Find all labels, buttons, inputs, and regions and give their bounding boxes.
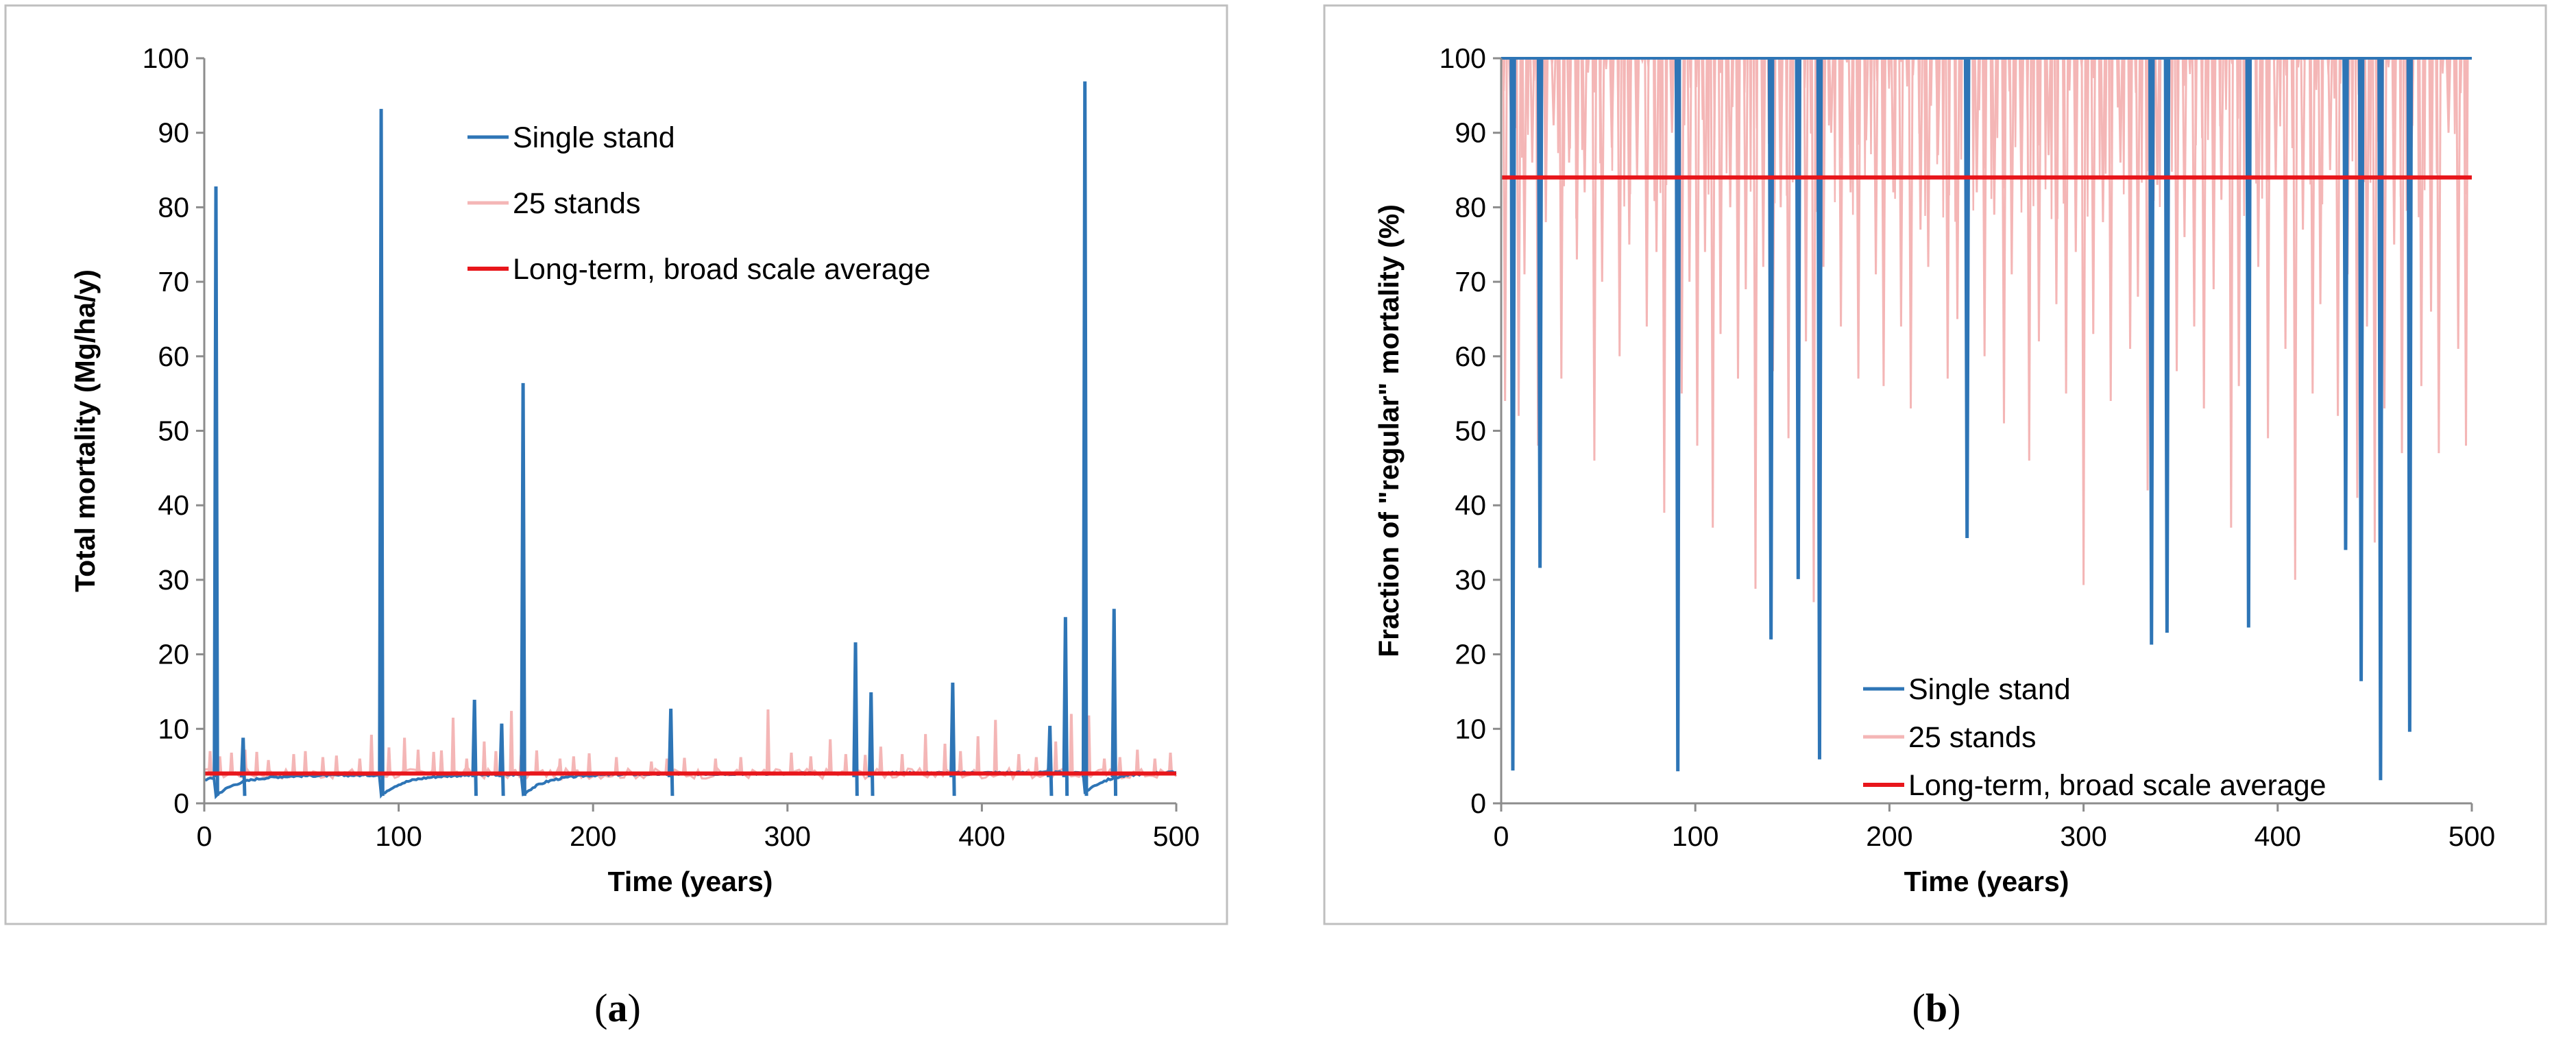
single-stand-dip-4: [1795, 58, 1802, 579]
single-stand-spike-5: [520, 382, 526, 796]
legend-label: 25 stands: [1908, 721, 2036, 754]
x-axis-title: Time (years): [608, 866, 773, 897]
y-tick-label: 30: [158, 564, 189, 596]
single-stand-dip-8: [2163, 58, 2171, 633]
y-tick-label: 90: [158, 117, 189, 149]
single-stand-spike-13: [1110, 609, 1118, 796]
single-stand-dip-7: [2148, 58, 2155, 645]
single-stand-dip-12: [2377, 58, 2384, 781]
y-tick-label: 60: [1455, 341, 1486, 372]
y-tick-label: 70: [158, 266, 189, 297]
single-stand-dip-5: [1816, 58, 1823, 759]
y-axis-title: Fraction of "regular" mortality (%): [1373, 204, 1405, 657]
single-stand-dip-9: [2245, 58, 2252, 628]
x-tick-label: 100: [1672, 820, 1718, 852]
legend: Single stand 25 stands Long-term, broad sc…: [1863, 673, 2326, 802]
plot-area: [204, 81, 1178, 800]
y-tick-label: 100: [143, 42, 189, 74]
x-tick-label: 400: [2255, 820, 2301, 852]
y-tick-label: 10: [158, 713, 189, 744]
single-stand-dip-10: [2342, 58, 2349, 550]
y-tick-label: 20: [1455, 639, 1486, 670]
single-stand-dip-13: [2406, 58, 2414, 732]
single-stand-spike-0: [212, 186, 219, 796]
chart-panel-a: 0 10 20 30 40 50 60 70 80 90 100 0 100 200 300 400 500 Ti…: [4, 4, 1228, 1030]
single-stand-spike-9: [949, 682, 956, 796]
single-stand-dip-6: [1963, 58, 1971, 539]
legend: Single stand 25 stands Long-term, broad sc…: [467, 121, 931, 286]
chart-frame: [1323, 4, 2547, 925]
y-tick-label: 50: [158, 415, 189, 447]
single-stand-spike-1: [239, 738, 247, 796]
x-tick-label: 100: [375, 820, 422, 852]
y-tick-label: 30: [1455, 564, 1486, 596]
x-tick-label: 300: [2060, 820, 2106, 852]
y-tick-label: 90: [1455, 117, 1486, 149]
single-stand-spike-7: [852, 642, 859, 796]
single-stand-dip-3: [1767, 58, 1775, 640]
legend-label: Long-term, broad scale average: [1908, 769, 2326, 802]
y-tick-label: 50: [1455, 415, 1486, 447]
y-tick-label: 10: [1455, 713, 1486, 744]
single-stand-spike-12: [1081, 81, 1089, 796]
x-tick-label: 300: [764, 820, 811, 852]
y-tick-label: 80: [158, 191, 189, 223]
y-tick-label: 70: [1455, 266, 1486, 297]
single-stand-spike-2: [378, 108, 385, 796]
y-tick-label: 40: [1455, 489, 1486, 521]
single-stand-spike-8: [867, 692, 875, 796]
single-stand-spike-11: [1062, 617, 1069, 796]
x-tick-label: 500: [1153, 820, 1200, 852]
chart-panel-b: 0 10 20 30 40 50 60 70 80 90 100 0 100 200 300 400 500 Ti…: [1323, 4, 2547, 1030]
single-stand-dip-1: [1536, 58, 1544, 568]
y-tick-label: 20: [158, 639, 189, 670]
x-tick-label: 200: [1866, 820, 1912, 852]
x-tick-label: 400: [958, 820, 1005, 852]
x-tick-label: 0: [1494, 820, 1509, 852]
y-tick-label: 100: [1439, 42, 1486, 74]
x-tick-label: 0: [197, 820, 212, 852]
y-axis-title: Total mortality (Mg/ha/y): [69, 269, 101, 592]
y-tick-label: 0: [173, 788, 189, 819]
single-stand-dip-0: [1509, 58, 1516, 771]
x-tick-label: 500: [2449, 820, 2495, 852]
x-axis-title: Time (years): [1904, 866, 2069, 897]
single-stand-dip-2: [1674, 58, 1681, 772]
legend-label: Long-term, broad scale average: [513, 253, 931, 286]
legend-label: Single stand: [1908, 673, 2071, 706]
legend-label: Single stand: [513, 121, 675, 154]
legend-label: 25 stands: [513, 187, 640, 220]
y-tick-label: 60: [158, 341, 189, 372]
x-tick-label: 200: [570, 820, 616, 852]
y-tick-label: 0: [1470, 788, 1486, 819]
single-stand-dip-11: [2357, 58, 2365, 681]
single-stand-spike-3: [471, 699, 478, 796]
panel-caption: (a): [594, 986, 641, 1030]
y-tick-label: 80: [1455, 191, 1486, 223]
panel-caption: (b): [1912, 986, 1961, 1030]
single-stand-spike-6: [667, 708, 675, 796]
y-tick-label: 40: [158, 489, 189, 521]
